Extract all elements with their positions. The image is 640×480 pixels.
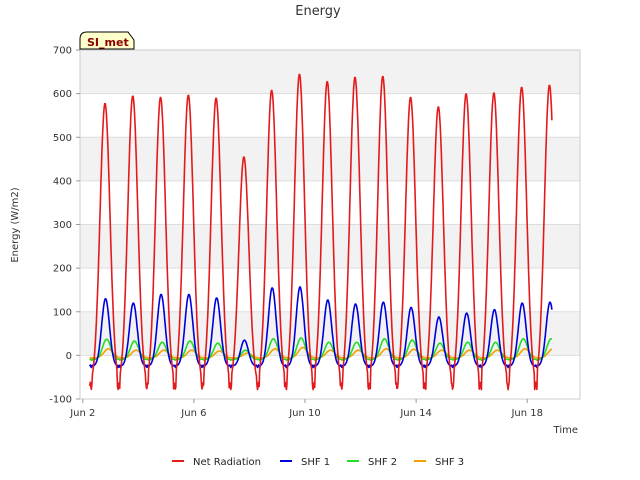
- chart-title: Energy: [295, 4, 341, 19]
- legend-label: Net Radiation: [193, 457, 261, 468]
- y-tick-labels: -100 0 100 200 300 400 500 600 700: [49, 46, 80, 406]
- series-line-shf-1: [88, 286, 553, 369]
- plot-band: [80, 224, 580, 269]
- y-tick-label: 0: [66, 351, 72, 362]
- y-tick-label: 700: [53, 46, 72, 57]
- plot-band: [80, 50, 580, 94]
- x-tick-label: Jun 6: [180, 408, 206, 419]
- y-axis-title: Energy (W/m2): [10, 187, 21, 262]
- y-tick-label: 300: [53, 220, 72, 231]
- x-tick-label: Jun 18: [510, 408, 543, 419]
- y-tick-label: 200: [53, 264, 72, 275]
- legend-label: SHF 1: [301, 457, 330, 468]
- site-badge-label: SI_met: [87, 36, 129, 49]
- y-tick-label: -100: [49, 395, 72, 406]
- site-badge: SI_met: [79, 31, 135, 50]
- y-tick-label: 600: [53, 89, 72, 100]
- series-layer: [88, 73, 553, 391]
- legend: Net Radiation SHF 1 SHF 2 SHF 3: [172, 457, 464, 468]
- legend-label: SHF 3: [435, 457, 464, 468]
- y-tick-label: 500: [53, 133, 72, 144]
- x-tick-labels: Jun 2 Jun 6 Jun 10 Jun 14 Jun 18: [69, 399, 543, 419]
- y-tick-label: 100: [53, 307, 72, 318]
- y-tick-label: 400: [53, 176, 72, 187]
- x-tick-label: Jun 10: [288, 408, 321, 419]
- x-tick-label: Jun 2: [69, 408, 95, 419]
- x-tick-label: Jun 14: [399, 408, 432, 419]
- legend-label: SHF 2: [368, 457, 397, 468]
- series-line-net-radiation: [88, 73, 553, 391]
- x-axis-title: Time: [553, 425, 578, 436]
